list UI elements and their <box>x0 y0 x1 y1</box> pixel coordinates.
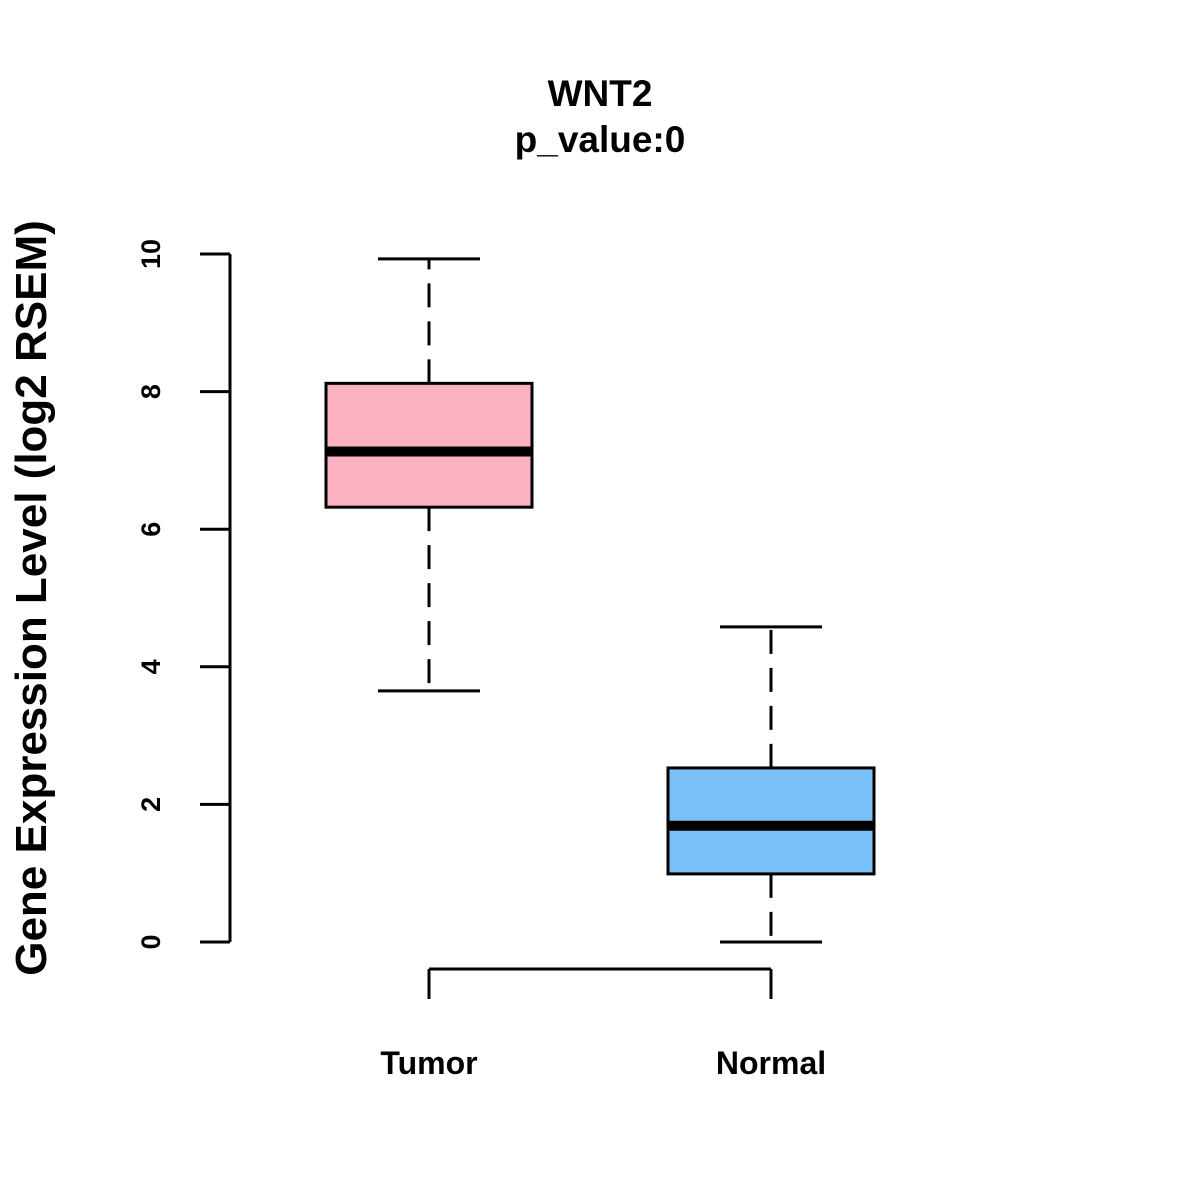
boxes <box>324 257 876 944</box>
y-tick-label-8: 8 <box>136 384 166 399</box>
y-tick-label-0: 0 <box>136 934 166 949</box>
y-tick-label-10: 10 <box>136 239 166 269</box>
comparison-bracket <box>427 967 773 999</box>
chart-subtitle: p_value:0 <box>515 119 686 160</box>
category-label-normal: Normal <box>716 1045 826 1081</box>
y-tick-label-6: 6 <box>136 522 166 537</box>
tumor-box <box>324 381 534 509</box>
y-tick-label-4: 4 <box>136 659 166 674</box>
category-label-tumor: Tumor <box>380 1045 477 1081</box>
y-axis: 0 2 4 6 8 10 <box>136 239 232 950</box>
y-tick-label-2: 2 <box>136 797 166 812</box>
category-labels: Tumor Normal <box>380 1045 826 1081</box>
y-axis-label: Gene Expression Level (log2 RSEM) <box>7 220 56 976</box>
chart-title: WNT2 <box>548 73 653 114</box>
